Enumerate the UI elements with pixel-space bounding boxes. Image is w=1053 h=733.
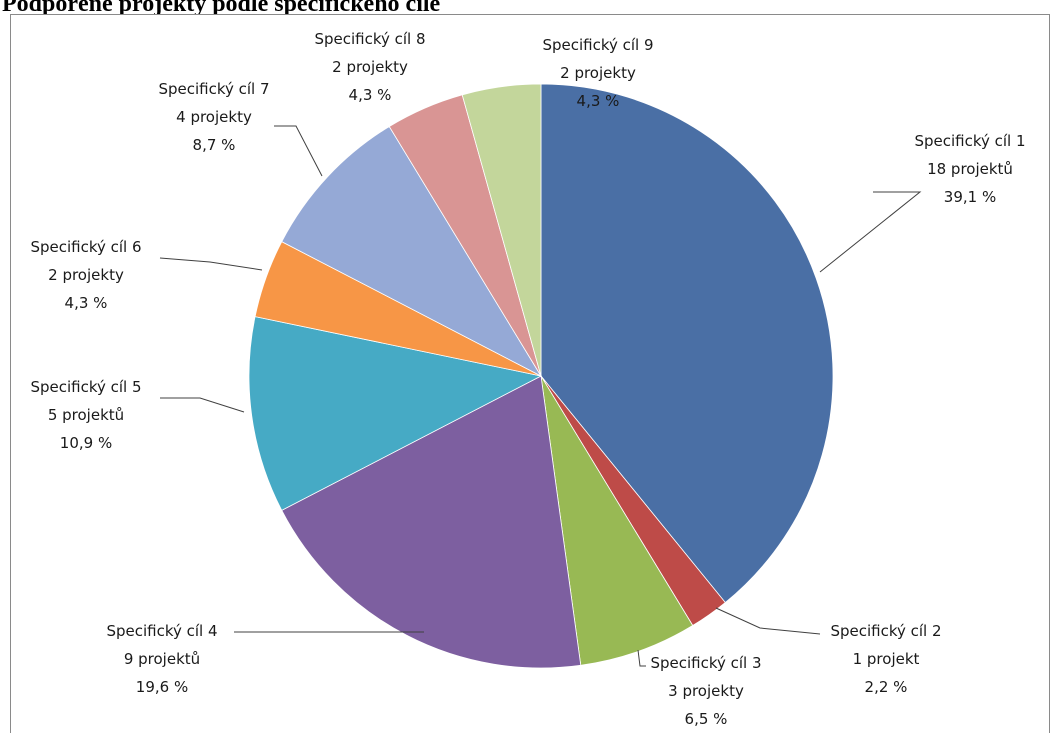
leader-line-6 (159, 257, 263, 271)
pie-slice-7 (281, 125, 543, 378)
slice-percent: 10,9 % (60, 434, 112, 452)
slice-percent: 8,7 % (193, 136, 236, 154)
slice-label-8: Specifický cíl 8 2 projekty 4,3 % (314, 30, 425, 104)
slice-percent: 6,5 % (685, 710, 728, 728)
slice-name: Specifický cíl 7 (158, 80, 269, 98)
slice-name: Specifický cíl 2 (830, 622, 941, 640)
chart-title: Podpořené projekty podle specifického cí… (2, 0, 441, 17)
slice-percent: 19,6 % (136, 678, 188, 696)
slice-label-5: Specifický cíl 5 5 projektů 10,9 % (30, 378, 141, 452)
slice-count: 2 projekty (48, 266, 124, 284)
slice-label-1: Specifický cíl 1 18 projektů 39,1 % (914, 132, 1025, 206)
slice-name: Specifický cíl 9 (542, 36, 653, 54)
slice-name: Specifický cíl 5 (30, 378, 141, 396)
leader-line-7 (274, 125, 323, 177)
slice-count: 9 projektů (124, 650, 200, 668)
slice-count: 2 projekty (560, 64, 636, 82)
slice-name: Specifický cíl 6 (30, 238, 141, 256)
slice-percent: 4,3 % (349, 86, 392, 104)
slice-name: Specifický cíl 4 (106, 622, 217, 640)
pie-slice-1 (540, 83, 834, 604)
slice-label-2: Specifický cíl 2 1 projekt 2,2 % (830, 622, 941, 696)
pie-slice-5 (248, 316, 543, 511)
pie-slice-4 (281, 375, 582, 669)
slice-count: 2 projekty (332, 58, 408, 76)
leader-line-3 (637, 649, 646, 667)
slice-percent: 4,3 % (65, 294, 108, 312)
slice-label-7: Specifický cíl 7 4 projekty 8,7 % (158, 80, 269, 154)
slice-count: 5 projektů (48, 406, 124, 424)
slice-label-9: Specifický cíl 9 2 projekty 4,3 % (542, 36, 653, 110)
slice-percent: 2,2 % (865, 678, 908, 696)
pie-slice-3 (540, 375, 694, 666)
leader-line-5 (160, 397, 245, 413)
slice-count: 3 projekty (668, 682, 744, 700)
slice-name: Specifický cíl 3 (650, 654, 761, 672)
slice-count: 1 projekt (853, 650, 920, 668)
slice-name: Specifický cíl 1 (914, 132, 1025, 150)
slice-percent: 39,1 % (944, 188, 996, 206)
slice-label-4: Specifický cíl 4 9 projektů 19,6 % (106, 622, 217, 696)
leader-line-1 (819, 191, 922, 273)
slice-name: Specifický cíl 8 (314, 30, 425, 48)
slice-label-6: Specifický cíl 6 2 projekty 4,3 % (30, 238, 141, 312)
slice-count: 4 projekty (176, 108, 252, 126)
pie-slice-9 (461, 83, 542, 377)
slice-count: 18 projektů (927, 160, 1013, 178)
leader-line-2 (715, 607, 821, 635)
slice-label-3: Specifický cíl 3 3 projekty 6,5 % (650, 654, 761, 728)
slice-percent: 4,3 % (577, 92, 620, 110)
